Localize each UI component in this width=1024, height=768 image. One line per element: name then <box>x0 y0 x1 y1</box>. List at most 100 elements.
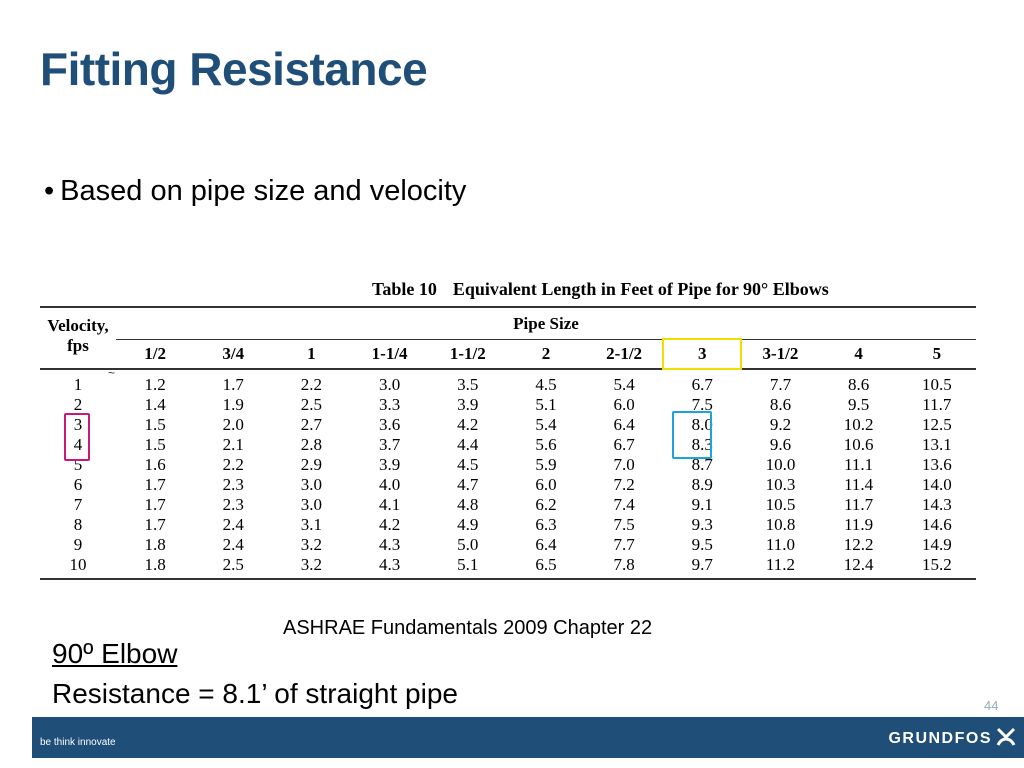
value-cell: 1.8 <box>144 555 166 574</box>
value-cell: 1.5 <box>144 415 166 434</box>
velocity-cell: 7 <box>73 495 83 514</box>
value-cell: 1.7 <box>144 515 166 534</box>
value-cell: 15.2 <box>921 555 952 574</box>
value-cell: 3.0 <box>378 375 401 394</box>
value-cell: 9.7 <box>691 555 713 574</box>
value-cell: 1.9 <box>222 395 244 414</box>
table-row: 9 1.8 2.4 3.2 4.3 5.0 6.4 7.7 9.5 11.0 12.2 14.9 <box>40 535 976 555</box>
velocity-header: Velocity, fps <box>40 307 116 370</box>
value-cell: 9.1 <box>691 495 713 514</box>
value-cell: 5.4 <box>613 375 635 394</box>
value-cell: 9.2 <box>769 415 792 434</box>
value-cell: 8.6 <box>769 395 792 414</box>
value-cell: 4.2 <box>457 415 479 434</box>
value-cell: 9.5 <box>691 535 713 554</box>
value-cell: 9.3 <box>691 515 713 534</box>
value-cell: 4.5 <box>457 455 479 474</box>
value-cell: 11.4 <box>844 475 874 494</box>
pipe-size-col-header: 5 <box>897 339 976 370</box>
value-cell: 4.2 <box>378 515 401 534</box>
value-cell: 1.2 <box>144 375 166 394</box>
value-cell: 8.0 <box>691 415 713 434</box>
value-cell: 3.2 <box>300 555 323 574</box>
table-caption: Table 10 Equivalent Length in Feet of Pip… <box>372 274 976 306</box>
value-cell: 6.4 <box>535 535 557 554</box>
value-cell: 9.6 <box>769 435 792 454</box>
value-cell: 3.0 <box>300 495 323 514</box>
value-cell: 14.0 <box>921 475 952 494</box>
velocity-cell: 8 <box>73 515 83 534</box>
value-cell: 3.7 <box>378 435 401 454</box>
velocity-header-line1: Velocity, <box>47 316 109 335</box>
table-row: 8 1.7 2.4 3.1 4.2 4.9 6.3 7.5 9.3 10.8 11.9 14.6 <box>40 515 976 535</box>
value-cell: 13.6 <box>921 455 952 474</box>
tilde-mark: ~ <box>108 366 116 380</box>
pipe-size-header: Pipe Size <box>116 307 976 340</box>
value-cell: 3.3 <box>378 395 401 414</box>
value-cell: 6.2 <box>535 495 557 514</box>
highlight-box-values <box>672 411 712 459</box>
value-cell: 14.3 <box>921 495 952 514</box>
value-cell: 2.0 <box>222 415 244 434</box>
table-source: ASHRAE Fundamentals 2009 Chapter 22 <box>283 617 653 639</box>
pipe-size-col-header: 1/2 <box>116 339 195 370</box>
value-cell: 6.7 <box>613 435 635 454</box>
value-cell: 7.2 <box>613 475 635 494</box>
value-cell: 2.5 <box>222 555 244 574</box>
value-cell: 7.7 <box>769 375 792 394</box>
value-cell: 14.9 <box>921 535 952 554</box>
value-cell: 10.2 <box>843 415 874 434</box>
velocity-cell: 10 <box>69 555 87 574</box>
value-cell: 10.3 <box>765 475 796 494</box>
value-cell: 9.5 <box>848 395 870 414</box>
table-body: 1 1.2 1.7 2.2 3.0 3.5 4.5 5.4 6.7 7.7 8.6 10.5 2 1.4 1… <box>40 369 976 579</box>
value-cell: 2.3 <box>222 475 244 494</box>
value-cell: 2.2 <box>300 375 323 394</box>
value-cell: 2.3 <box>222 495 244 514</box>
value-cell: 2.4 <box>222 515 244 534</box>
value-cell: 3.6 <box>378 415 401 434</box>
value-cell: 1.8 <box>144 535 166 554</box>
value-cell: 6.5 <box>535 555 557 574</box>
value-cell: 1.6 <box>144 455 166 474</box>
table-caption-text: Equivalent Length in Feet of Pipe for 90… <box>452 279 829 299</box>
value-cell: 4.7 <box>457 475 479 494</box>
value-cell: 4.1 <box>378 495 401 514</box>
value-cell: 1.4 <box>144 395 166 414</box>
table-caption-number: Table 10 <box>372 279 437 299</box>
value-cell: 7.7 <box>613 535 635 554</box>
pipe-size-col-header: 1 <box>272 339 351 370</box>
value-cell: 3.9 <box>378 455 401 474</box>
velocity-header-line2: fps <box>67 336 89 355</box>
table-row: 2 1.4 1.9 2.5 3.3 3.9 5.1 6.0 7.5 8.6 9.5 11.7 <box>40 395 976 415</box>
value-cell: 5.6 <box>535 435 557 454</box>
value-cell: 10.0 <box>765 455 796 474</box>
value-cell: 10.5 <box>921 375 952 394</box>
value-cell: 5.0 <box>457 535 479 554</box>
equivalent-length-table-figure: Table 10 Equivalent Length in Feet of Pip… <box>40 274 976 580</box>
value-cell: 7.4 <box>613 495 635 514</box>
value-cell: 2.2 <box>222 455 244 474</box>
footer-tagline: be think innovate <box>40 737 116 748</box>
value-cell: 3.9 <box>457 395 479 414</box>
value-cell: 6.0 <box>613 395 635 414</box>
value-cell: 7.5 <box>613 515 635 534</box>
velocity-cell: 9 <box>73 535 83 554</box>
value-cell: 13.1 <box>921 435 952 454</box>
value-cell: 14.6 <box>921 515 952 534</box>
value-cell: 1.7 <box>144 495 166 514</box>
pipe-size-col-header: 2-1/2 <box>585 339 664 370</box>
value-cell: 2.7 <box>300 415 323 434</box>
grundfos-logo-icon <box>996 727 1016 746</box>
pipe-size-col-header: 2 <box>506 339 586 370</box>
pipe-size-col-header: 4 <box>819 339 898 370</box>
table-row: 5 1.6 2.2 2.9 3.9 4.5 5.9 7.0 8.7 10.0 11.1 13.6 <box>40 455 976 475</box>
value-cell: 3.2 <box>300 535 323 554</box>
value-cell: 11.1 <box>844 455 874 474</box>
page-number: 44 <box>984 698 999 713</box>
pipe-size-row: 1/2 3/4 1 1-1/4 1-1/2 2 2-1/2 3 3-1/2 4 5 <box>40 338 976 370</box>
table-row: 6 1.7 2.3 3.0 4.0 4.7 6.0 7.2 8.9 10.3 11.4 14.0 <box>40 475 976 495</box>
value-cell: 11.7 <box>844 495 874 514</box>
slide-title: Fitting Resistance <box>40 43 428 95</box>
value-cell: 4.5 <box>535 375 557 394</box>
